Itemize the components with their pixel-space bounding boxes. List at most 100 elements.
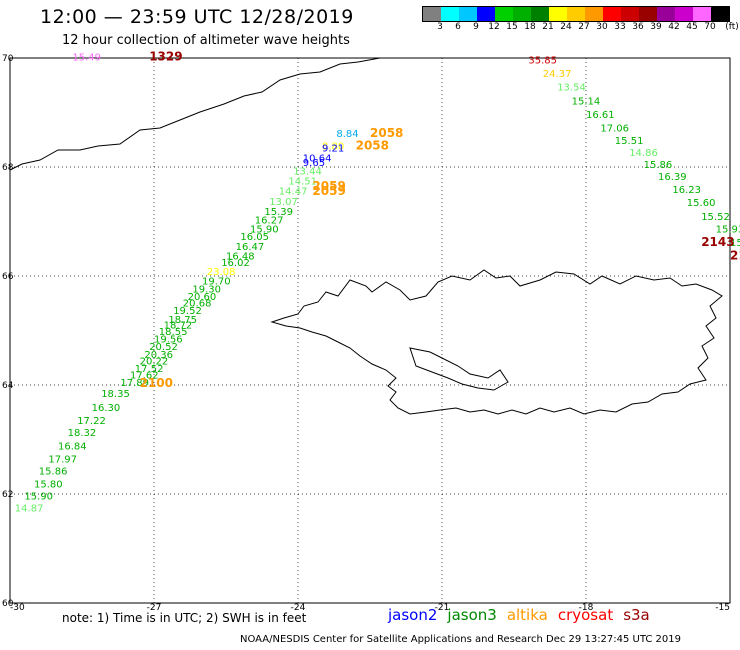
legend-swatch xyxy=(423,7,441,21)
legend-swatch xyxy=(585,7,603,21)
wave-height-value: 19.30 xyxy=(192,284,221,295)
wave-height-value: 23.08 xyxy=(207,267,236,278)
legend-swatch xyxy=(477,7,495,21)
wave-height-value: 13.54 xyxy=(557,83,586,94)
legend-swatch xyxy=(531,7,549,21)
wave-height-value: 16.84 xyxy=(58,441,87,452)
legend-swatch xyxy=(675,7,693,21)
wave-height-value: 20.68 xyxy=(183,299,212,310)
greenland-coastline xyxy=(9,57,381,171)
legend-tick-label: 30 xyxy=(596,22,608,32)
wave-height-value: 16.27 xyxy=(255,216,284,227)
pass-time-label: 2100 xyxy=(140,376,173,390)
wave-height-value: 15.80 xyxy=(34,479,63,490)
wave-height-value: 19.52 xyxy=(173,306,202,317)
legend-swatch xyxy=(567,7,585,21)
wave-height-value: 10.64 xyxy=(303,154,332,165)
wave-height-value: 14.51 xyxy=(288,176,317,187)
wave-height-value: 19.56 xyxy=(154,334,183,345)
wave-height-value: 20.22 xyxy=(140,356,169,367)
wave-height-value: 20.36 xyxy=(144,350,173,361)
legend-tick-label: 3 xyxy=(437,22,443,32)
pass-time-label: 2058 xyxy=(356,139,389,153)
wave-height-value: 15.86 xyxy=(644,160,673,171)
legend-swatch xyxy=(513,7,531,21)
legend-tick-label: 36 xyxy=(632,22,644,32)
wave-height-value: 20.52 xyxy=(149,342,178,353)
wave-height-value: 17.22 xyxy=(77,416,106,427)
latitude-label: 60 xyxy=(2,599,14,609)
wave-height-value: 16.23 xyxy=(672,185,701,196)
legend-tick-label: 6 xyxy=(455,22,461,32)
plot-frame xyxy=(9,57,731,604)
wave-height-value: 14.86 xyxy=(629,148,658,159)
latitude-label: 64 xyxy=(2,381,14,391)
wave-height-value: 16.02 xyxy=(221,258,250,269)
wave-height-value: 15.60 xyxy=(687,198,716,209)
wave-height-value: 15.93 xyxy=(716,224,740,235)
wave-height-value: 14.47 xyxy=(279,186,308,197)
wave-height-value: 8.80 xyxy=(322,142,344,153)
wave-height-value: 13.44 xyxy=(293,167,322,178)
legend-swatch xyxy=(657,7,675,21)
legend-unit-label: (ft) xyxy=(725,22,739,32)
legend-swatch xyxy=(603,7,621,21)
legend-tick-label: 42 xyxy=(668,22,680,32)
wave-height-value: 16.48 xyxy=(226,252,255,263)
latitude-label: 68 xyxy=(2,163,14,173)
legend-tick-label: 39 xyxy=(650,22,662,32)
wave-height-value: 20.60 xyxy=(188,292,217,303)
color-scale-legend xyxy=(422,6,730,22)
wave-height-value: 9.21 xyxy=(322,144,344,155)
legend-tick-label: 12 xyxy=(488,22,500,32)
wave-height-value: 18.35 xyxy=(101,389,130,400)
wave-height-value: 16.30 xyxy=(92,403,121,414)
satellite-name-cryosat: cryosat xyxy=(557,606,614,624)
wave-height-value: 24.37 xyxy=(543,69,572,80)
legend-tick-label: 21 xyxy=(542,22,554,32)
legend-swatch xyxy=(711,7,729,21)
pass-time-label: 2143 xyxy=(701,235,734,249)
legend-swatch xyxy=(693,7,711,21)
latitude-label: 62 xyxy=(2,490,13,500)
wave-height-value: 8.84 xyxy=(336,129,358,140)
legend-swatch xyxy=(549,7,567,21)
legend-swatch xyxy=(459,7,477,21)
wave-height-value: 18.32 xyxy=(68,428,97,439)
wave-height-value: 18.75 xyxy=(168,315,197,326)
wave-height-value: 35.85 xyxy=(528,55,557,66)
latitude-label: 66 xyxy=(2,272,14,282)
wave-height-value: 16.39 xyxy=(658,172,687,183)
latitude-label: 70 xyxy=(2,54,14,64)
wave-height-value: 16.47 xyxy=(236,242,265,253)
graticule: 70 68 66 64 62 60-30 -27 -24 -21 -18 -15 xyxy=(2,54,730,613)
wave-height-value: 19.70 xyxy=(202,277,231,288)
wave-height-value: 14.87 xyxy=(15,503,44,514)
wave-height-value: 15.90 xyxy=(250,224,279,235)
satellite-name-altika: altika xyxy=(506,606,548,624)
longitude-label: -30 xyxy=(10,603,25,613)
pass-time-label: 2059 xyxy=(312,184,345,198)
legend-swatch xyxy=(639,7,657,21)
wave-height-value: 15.14 xyxy=(572,96,601,107)
wave-height-value: 17.89 xyxy=(120,378,149,389)
longitude-label: -27 xyxy=(147,603,162,613)
wave-height-value: 15.49 xyxy=(72,53,101,64)
wave-height-value: 18.55 xyxy=(159,327,188,338)
wave-height-value: 13.07 xyxy=(269,197,298,208)
footer-note: note: 1) Time is in UTC; 2) SWH is in fe… xyxy=(62,611,307,625)
wave-height-value: 17.06 xyxy=(600,124,629,135)
map-subtitle: 12 hour collection of altimeter wave hei… xyxy=(62,33,350,48)
legend-swatch xyxy=(621,7,639,21)
legend-tick-label: 9 xyxy=(473,22,479,32)
wave-height-value: 18.72 xyxy=(164,320,193,331)
iceland-peninsula xyxy=(409,347,509,391)
longitude-label: -21 xyxy=(435,603,450,613)
legend-tick-label: 15 xyxy=(506,22,518,32)
wave-height-value: 9.65 xyxy=(303,158,325,169)
legend-tick-label: 70 xyxy=(704,22,716,32)
wave-height-value: 17.52 xyxy=(135,364,164,375)
map-title: 12:00 — 23:59 UTC 12/28/2019 xyxy=(40,6,354,28)
satellite-name-jason3: jason3 xyxy=(447,606,497,624)
